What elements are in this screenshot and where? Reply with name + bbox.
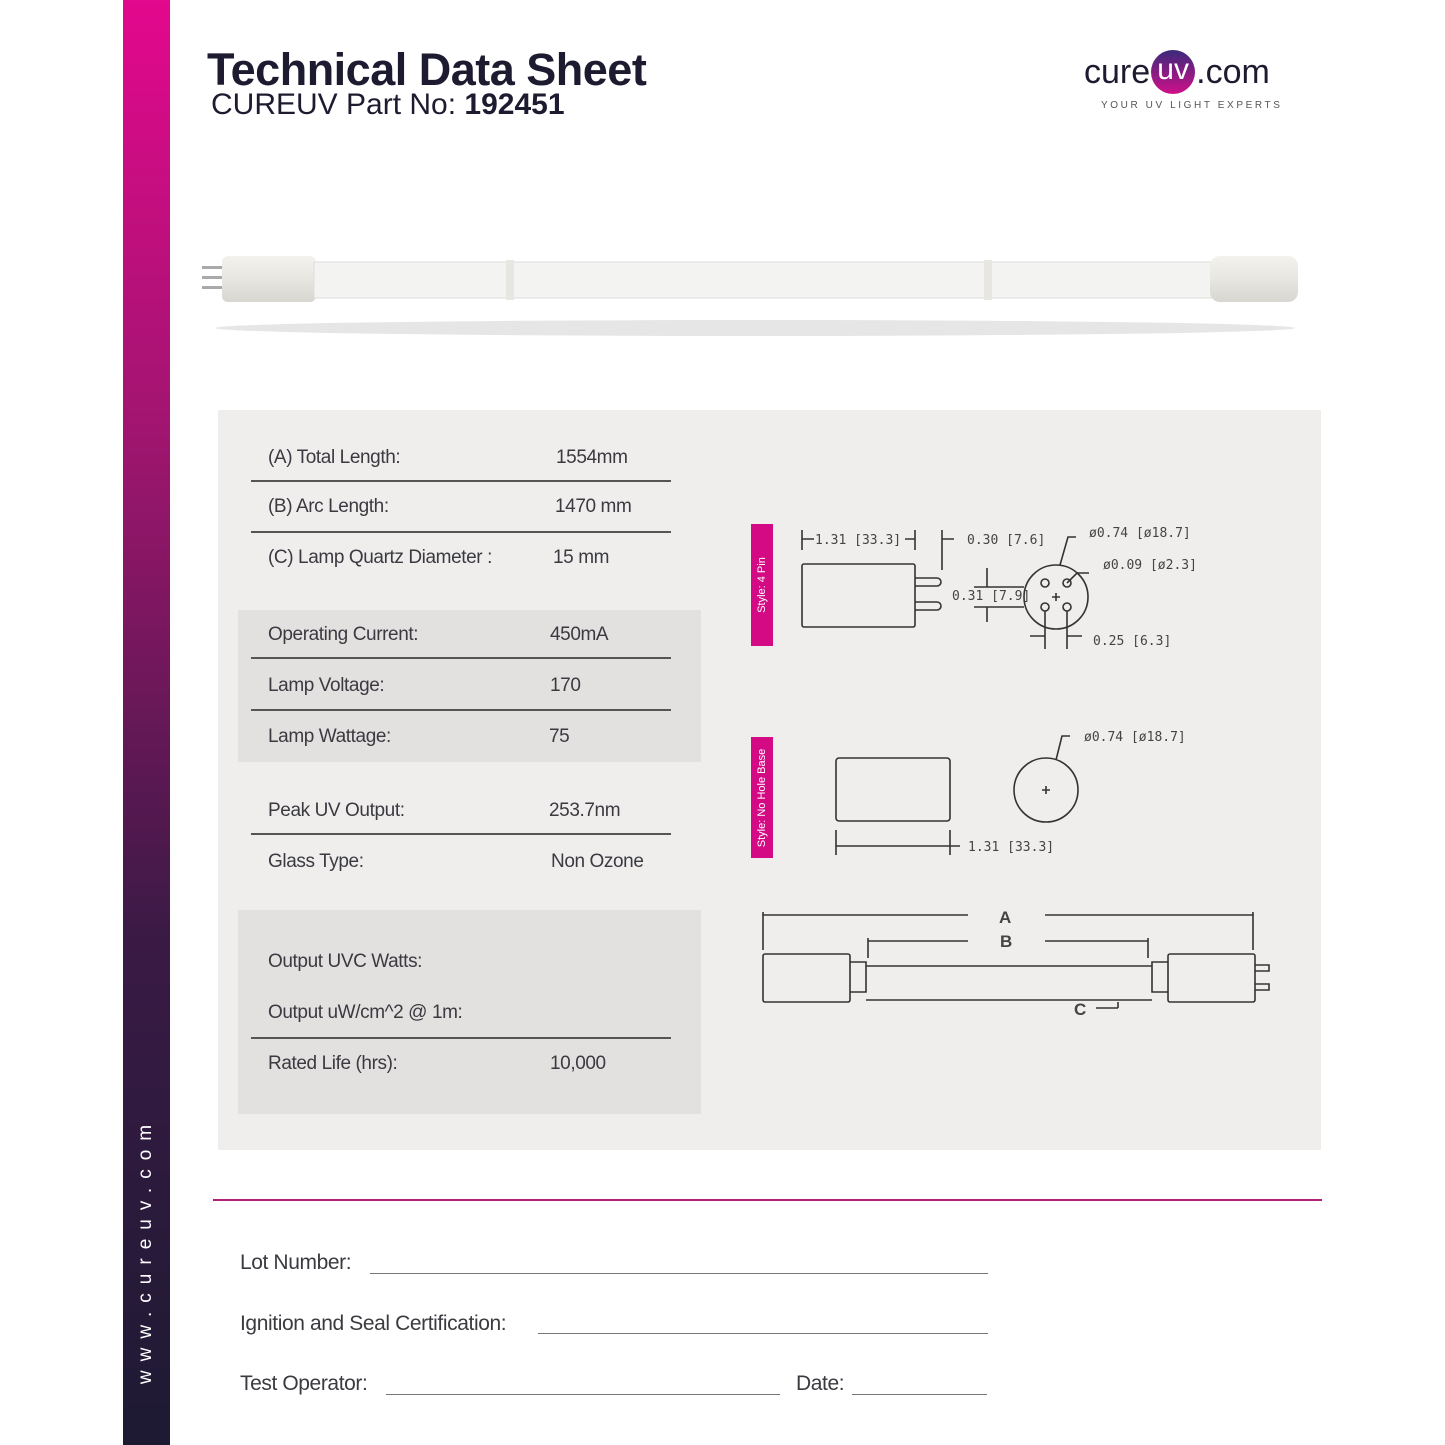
spec-label: Lamp Voltage: [268,675,385,696]
divider [251,480,671,482]
lot-number-label: Lot Number: [240,1251,352,1274]
dim-C: C [1074,1000,1086,1019]
operator-field[interactable] [386,1394,780,1395]
dim-label: 0.25 [6.3] [1093,634,1171,649]
dim-label: 1.31 [33.3] [968,840,1054,855]
operator-label: Test Operator: [240,1372,368,1395]
sidebar-bar [123,0,170,1445]
spec-label: Peak UV Output: [268,800,405,821]
ignition-label: Ignition and Seal Certification: [240,1312,507,1335]
date-label: Date: [796,1372,845,1395]
dim-label: ø0.74 [ø18.7] [1084,730,1186,745]
spec-value: 170 [550,675,581,696]
logo-uv-circle: uv [1151,50,1196,94]
electrical-block [238,610,701,762]
spec-label: Glass Type: [268,851,364,872]
spec-value: 75 [549,726,570,747]
dim-B: B [1000,932,1012,951]
spec-label: (B) Arc Length: [268,496,389,517]
spec-label: Output uW/cm^2 @ 1m: [268,1002,463,1023]
style-tag-4pin: Style: 4 Pin [751,524,773,646]
logo-text: cure [1084,52,1151,91]
divider [251,657,671,659]
lamp-dimension-diagram: 1.31 [33.3] 0.30 [7.6] 0.31 [7.9] ø0.74 … [762,526,1270,1019]
section-divider [213,1199,1322,1201]
divider [251,531,671,533]
website-text: www.cureuv.com [135,1115,156,1385]
style-tag-nohole: Style: No Hole Base [751,737,773,858]
spec-value: 1470 mm [555,496,632,517]
spec-value: 10,000 [550,1053,606,1074]
divider [251,1037,671,1039]
lamp-image [202,256,1298,336]
divider [251,833,671,835]
lot-number-field[interactable] [370,1273,988,1274]
dim-label: 0.30 [7.6] [967,533,1045,548]
spec-label: Rated Life (hrs): [268,1053,398,1074]
spec-value: 253.7nm [549,800,621,821]
dim-label: 0.31 [7.9] [952,589,1030,604]
page-title: Technical Data Sheet [207,44,647,95]
spec-value: 15 mm [553,547,610,568]
spec-label: (A) Total Length: [268,447,401,468]
logo: cure uv .com YOUR UV LIGHT EXPERTS [1084,50,1284,111]
spec-value: 1554mm [556,447,628,468]
output-block [238,910,701,1114]
dim-A: A [999,908,1011,927]
logo-text-com: .com [1196,52,1270,91]
date-field[interactable] [852,1394,987,1395]
dim-label: 1.31 [33.3] [815,533,901,548]
spec-label: Operating Current: [268,624,419,645]
ignition-field[interactable] [538,1333,988,1334]
dim-label: ø0.74 [ø18.7] [1089,526,1191,541]
spec-label: (C) Lamp Quartz Diameter : [268,547,492,568]
part-label: CUREUV Part No: [211,88,457,121]
spec-label: Lamp Wattage: [268,726,391,747]
logo-tagline: YOUR UV LIGHT EXPERTS [1101,100,1283,111]
spec-label: Output UVC Watts: [268,951,423,972]
dim-label: ø0.09 [ø2.3] [1103,558,1197,573]
divider [251,709,671,711]
spec-value: 450mA [550,624,609,645]
part-number: CUREUV Part No: 192451 [211,88,565,122]
spec-value: Non Ozone [551,851,644,872]
part-value: 192451 [464,88,565,121]
